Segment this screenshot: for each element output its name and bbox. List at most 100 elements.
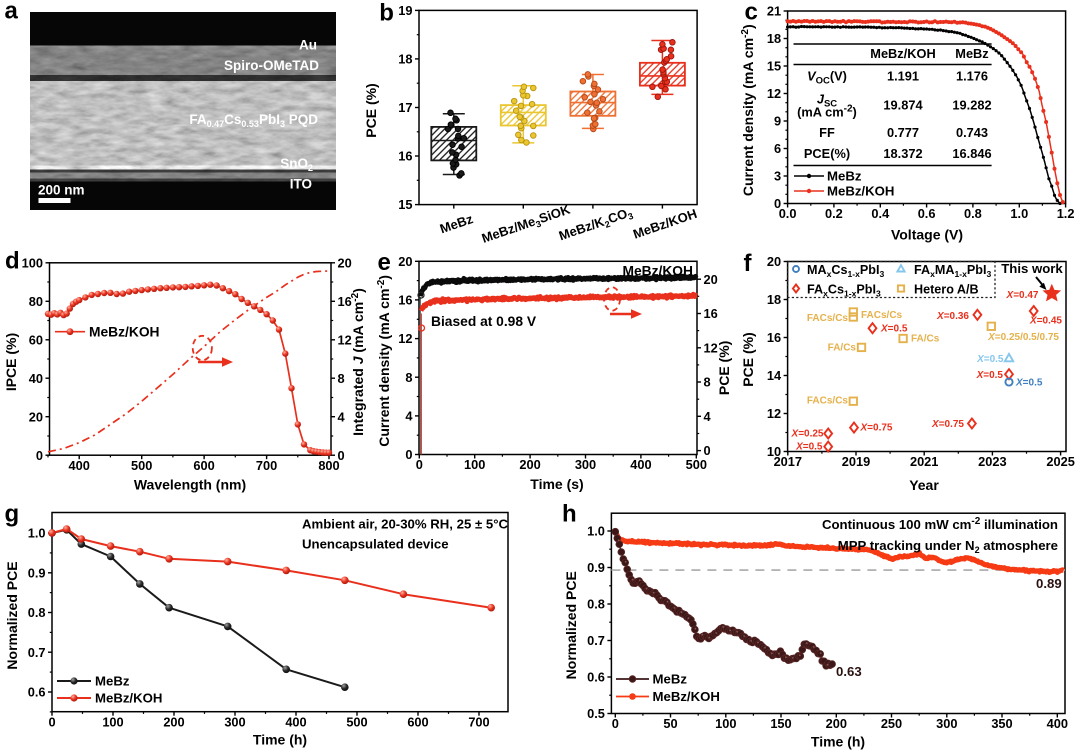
svg-text:500: 500 xyxy=(346,714,367,729)
svg-text:FAx​MA1-x​PbI3​: FAx​MA1-x​PbI3​ xyxy=(914,263,991,279)
svg-text:200 nm: 200 nm xyxy=(38,183,85,198)
svg-text:1.176: 1.176 xyxy=(956,69,988,84)
svg-text:0.777: 0.777 xyxy=(887,125,919,140)
svg-text:FA/Cs: FA/Cs xyxy=(828,343,857,354)
svg-text:MeBz/Me3​SiOK: MeBz/Me3​SiOK xyxy=(480,201,574,247)
svg-text:MeBz: MeBz xyxy=(438,211,475,236)
svg-text:0: 0 xyxy=(704,443,711,458)
svg-text:400: 400 xyxy=(1047,716,1068,731)
svg-text:12: 12 xyxy=(338,332,352,347)
svg-text:Spiro-OMeTAD: Spiro-OMeTAD xyxy=(224,58,319,73)
svg-text:Unencapsulated device: Unencapsulated device xyxy=(302,537,449,552)
svg-text:16: 16 xyxy=(398,293,412,308)
svg-text:2025: 2025 xyxy=(1046,454,1074,469)
svg-text:Time (h): Time (h) xyxy=(253,732,307,748)
svg-text:15: 15 xyxy=(767,59,781,74)
svg-text:50: 50 xyxy=(663,716,677,731)
svg-text:0.4: 0.4 xyxy=(871,206,890,221)
svg-text:0: 0 xyxy=(36,448,43,463)
svg-text:9: 9 xyxy=(774,114,781,129)
svg-text:4: 4 xyxy=(405,409,413,424)
svg-text:Ambient air, 20-30% RH, 25 ± 5: Ambient air, 20-30% RH, 25 ± 5°C xyxy=(302,517,508,532)
svg-text:Normalized PCE: Normalized PCE xyxy=(563,571,579,679)
svg-text:4: 4 xyxy=(338,409,346,424)
svg-text:c: c xyxy=(745,0,758,26)
svg-text:Wavelength (nm): Wavelength (nm) xyxy=(134,477,246,493)
svg-text:Au: Au xyxy=(299,38,317,53)
svg-text:0.8: 0.8 xyxy=(964,206,982,221)
svg-text:Integrated J (mA cm-2​): Integrated J (mA cm-2​) xyxy=(350,288,366,436)
svg-text:FACs/Cs: FACs/Cs xyxy=(807,313,849,324)
svg-text:SnO2​: SnO2​ xyxy=(280,156,313,173)
svg-text:This work: This work xyxy=(1001,261,1063,276)
svg-text:19: 19 xyxy=(398,3,412,18)
svg-text:g: g xyxy=(5,501,20,528)
svg-text:21: 21 xyxy=(767,4,781,19)
svg-text:FACs/Cs: FACs/Cs xyxy=(807,396,849,407)
svg-text:X=0.25: X=0.25 xyxy=(791,428,824,439)
svg-text:20: 20 xyxy=(29,409,43,424)
svg-text:0.0: 0.0 xyxy=(779,206,797,221)
svg-text:f: f xyxy=(744,250,753,277)
svg-text:17: 17 xyxy=(398,100,412,115)
svg-text:60: 60 xyxy=(29,332,43,347)
svg-text:12: 12 xyxy=(398,331,412,346)
svg-text:0: 0 xyxy=(338,448,345,463)
svg-text:500: 500 xyxy=(686,457,707,472)
svg-text:e: e xyxy=(378,249,391,276)
svg-text:Normalized PCE: Normalized PCE xyxy=(4,561,20,669)
svg-text:0.6: 0.6 xyxy=(918,206,936,221)
svg-text:4: 4 xyxy=(704,409,712,424)
svg-text:b: b xyxy=(379,0,394,27)
svg-text:MeBz: MeBz xyxy=(827,169,862,184)
svg-text:1.0: 1.0 xyxy=(1010,206,1028,221)
svg-text:MeBz: MeBz xyxy=(95,674,130,689)
svg-text:MeBz/KOH: MeBz/KOH xyxy=(827,184,894,199)
svg-text:MPP tracking under N2​ atmosph: MPP tracking under N2​ atmosphere xyxy=(838,538,1058,555)
svg-text:20: 20 xyxy=(398,254,412,269)
svg-text:18.372: 18.372 xyxy=(883,146,922,161)
svg-text:a: a xyxy=(5,0,19,25)
svg-text:16: 16 xyxy=(398,149,412,164)
svg-text:0.5: 0.5 xyxy=(587,706,605,721)
svg-text:MAx​Cs1-x​PbI3​: MAx​Cs1-x​PbI3​ xyxy=(807,263,885,279)
svg-text:0: 0 xyxy=(48,714,55,729)
svg-text:16: 16 xyxy=(704,306,718,321)
svg-text:20: 20 xyxy=(704,272,718,287)
svg-text:700: 700 xyxy=(468,714,489,729)
svg-text:FA/Cs: FA/Cs xyxy=(911,334,940,345)
svg-text:X=0.5: X=0.5 xyxy=(976,354,1004,365)
svg-text:2019: 2019 xyxy=(842,454,870,469)
svg-text:Year: Year xyxy=(909,477,939,493)
svg-text:0.743: 0.743 xyxy=(956,125,988,140)
svg-text:12: 12 xyxy=(767,406,781,421)
svg-text:MeBz/KOH: MeBz/KOH xyxy=(89,325,160,340)
svg-text:18: 18 xyxy=(767,292,781,307)
svg-text:100: 100 xyxy=(464,457,485,472)
svg-text:400: 400 xyxy=(285,714,306,729)
svg-text:2021: 2021 xyxy=(910,454,938,469)
svg-text:JSC​: JSC​ xyxy=(817,92,837,110)
svg-text:16.846: 16.846 xyxy=(952,146,991,161)
svg-text:PCE (%): PCE (%) xyxy=(716,341,732,395)
svg-text:X=0.5: X=0.5 xyxy=(880,323,908,334)
svg-text:80: 80 xyxy=(29,294,43,309)
svg-text:X=0.47: X=0.47 xyxy=(1006,290,1039,301)
svg-text:0.7: 0.7 xyxy=(28,645,46,660)
svg-text:14: 14 xyxy=(767,368,782,383)
svg-text:0: 0 xyxy=(612,716,619,731)
svg-text:1.0: 1.0 xyxy=(28,526,46,541)
svg-text:300: 300 xyxy=(575,457,596,472)
svg-text:19.282: 19.282 xyxy=(952,98,991,113)
svg-text:350: 350 xyxy=(991,716,1012,731)
svg-text:0.9: 0.9 xyxy=(28,565,46,580)
svg-text:0.8: 0.8 xyxy=(587,597,605,612)
svg-text:0: 0 xyxy=(774,196,781,211)
svg-text:8: 8 xyxy=(405,370,412,385)
svg-text:15: 15 xyxy=(398,197,412,212)
svg-text:20: 20 xyxy=(338,255,352,270)
svg-text:500: 500 xyxy=(131,458,152,473)
svg-text:12: 12 xyxy=(767,86,781,101)
svg-text:Voltage (V): Voltage (V) xyxy=(891,227,963,243)
svg-text:Time (h): Time (h) xyxy=(811,734,865,750)
